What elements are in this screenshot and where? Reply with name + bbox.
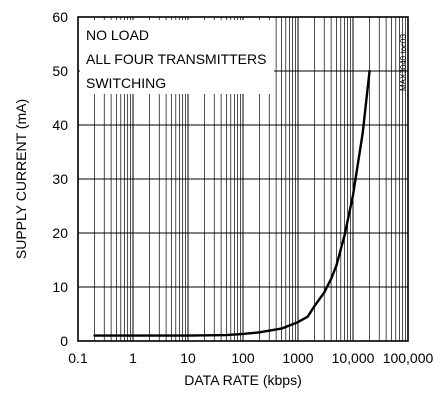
x-tick-label: 100 xyxy=(231,350,255,366)
annotation-switching: SWITCHING xyxy=(86,75,166,91)
figure-id-label: MAX3040 toc03 xyxy=(399,34,408,91)
annotation-no-load: NO LOAD xyxy=(86,27,149,43)
y-tick-label: 10 xyxy=(52,279,68,295)
y-axis-label: SUPPLY CURRENT (mA) xyxy=(13,99,29,259)
x-tick-label: 0.1 xyxy=(68,350,88,366)
y-tick-label: 20 xyxy=(52,225,68,241)
annotation-background xyxy=(80,20,274,94)
y-tick-label: 30 xyxy=(52,171,68,187)
plot-frame xyxy=(77,16,409,342)
x-tick-label: 1 xyxy=(129,350,137,366)
y-tick-label: 0 xyxy=(60,333,68,349)
y-tick-label: 50 xyxy=(52,63,68,79)
annotation-all-four-transmitters: ALL FOUR TRANSMITTERS xyxy=(86,51,266,67)
x-tick-label: 10,000 xyxy=(332,350,375,366)
axis-ticks: 0.1 1 10 100 1000 10,000 100,000 0 10 20 30 40 50 60 xyxy=(52,9,433,366)
x-tick-label: 100,000 xyxy=(383,350,434,366)
y-tick-label: 40 xyxy=(52,117,68,133)
x-tick-label: 1000 xyxy=(282,350,313,366)
x-tick-label: 10 xyxy=(180,350,196,366)
data-series xyxy=(93,69,371,337)
y-tick-label: 60 xyxy=(52,9,68,25)
supply-current-curve xyxy=(93,69,371,337)
x-axis-label: DATA RATE (kbps) xyxy=(184,372,301,388)
